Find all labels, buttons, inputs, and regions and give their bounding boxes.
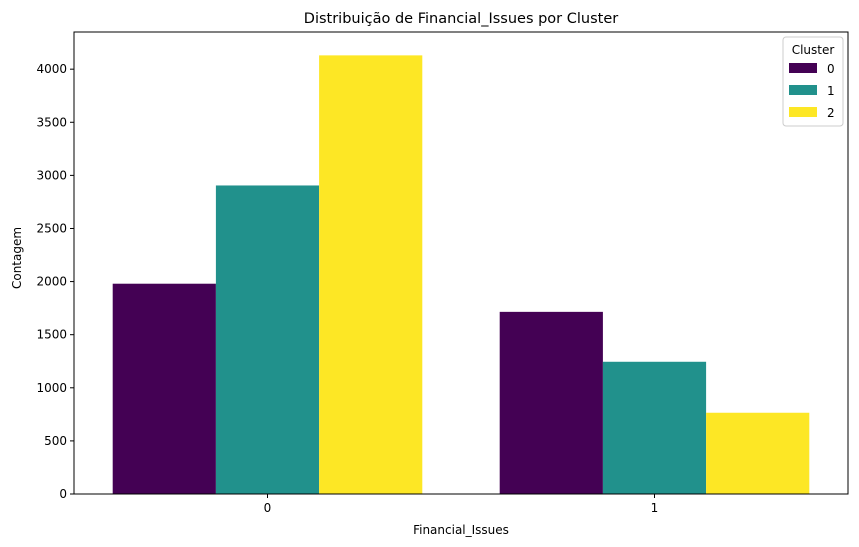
y-tick-label: 2500 xyxy=(36,221,67,235)
y-tick-label: 1000 xyxy=(36,381,67,395)
x-tick-label: 0 xyxy=(264,501,272,515)
bar-cat0-cluster0 xyxy=(112,283,216,494)
y-tick-label: 0 xyxy=(59,487,67,501)
legend-label-1: 1 xyxy=(827,84,835,98)
legend-title: Cluster xyxy=(792,43,835,57)
bar-cat1-cluster2 xyxy=(706,412,810,494)
legend-label-0: 0 xyxy=(827,62,835,76)
y-tick-label: 3000 xyxy=(36,168,67,182)
legend-box xyxy=(782,36,844,127)
y-tick-label: 1500 xyxy=(36,328,67,342)
y-tick-label: 3500 xyxy=(36,115,67,129)
legend: Cluster 0 1 2 xyxy=(782,36,844,127)
y-tick-label: 4000 xyxy=(36,62,67,76)
legend-label-2: 2 xyxy=(827,106,835,120)
legend-swatch-2 xyxy=(789,107,817,117)
chart-title: Distribuição de Financial_Issues por Clu… xyxy=(304,11,618,27)
bar-cat0-cluster1 xyxy=(215,185,320,494)
y-axis-label: Contagem xyxy=(10,227,24,289)
y-tick-label: 2000 xyxy=(36,275,67,289)
legend-swatch-0 xyxy=(789,63,817,73)
y-axis: 0 500 1000 1500 2000 2500 3000 3500 4000 xyxy=(36,62,74,501)
bar-cat1-cluster1 xyxy=(602,361,707,494)
legend-swatch-1 xyxy=(789,85,817,95)
bar-cat0-cluster2 xyxy=(319,55,423,495)
bars-layer xyxy=(112,55,810,495)
plot-frame xyxy=(73,31,849,495)
bar-cat1-cluster0 xyxy=(499,311,603,494)
x-axis-label: Financial_Issues xyxy=(413,523,509,537)
y-tick-label: 500 xyxy=(44,434,67,448)
x-tick-label: 1 xyxy=(651,501,659,515)
